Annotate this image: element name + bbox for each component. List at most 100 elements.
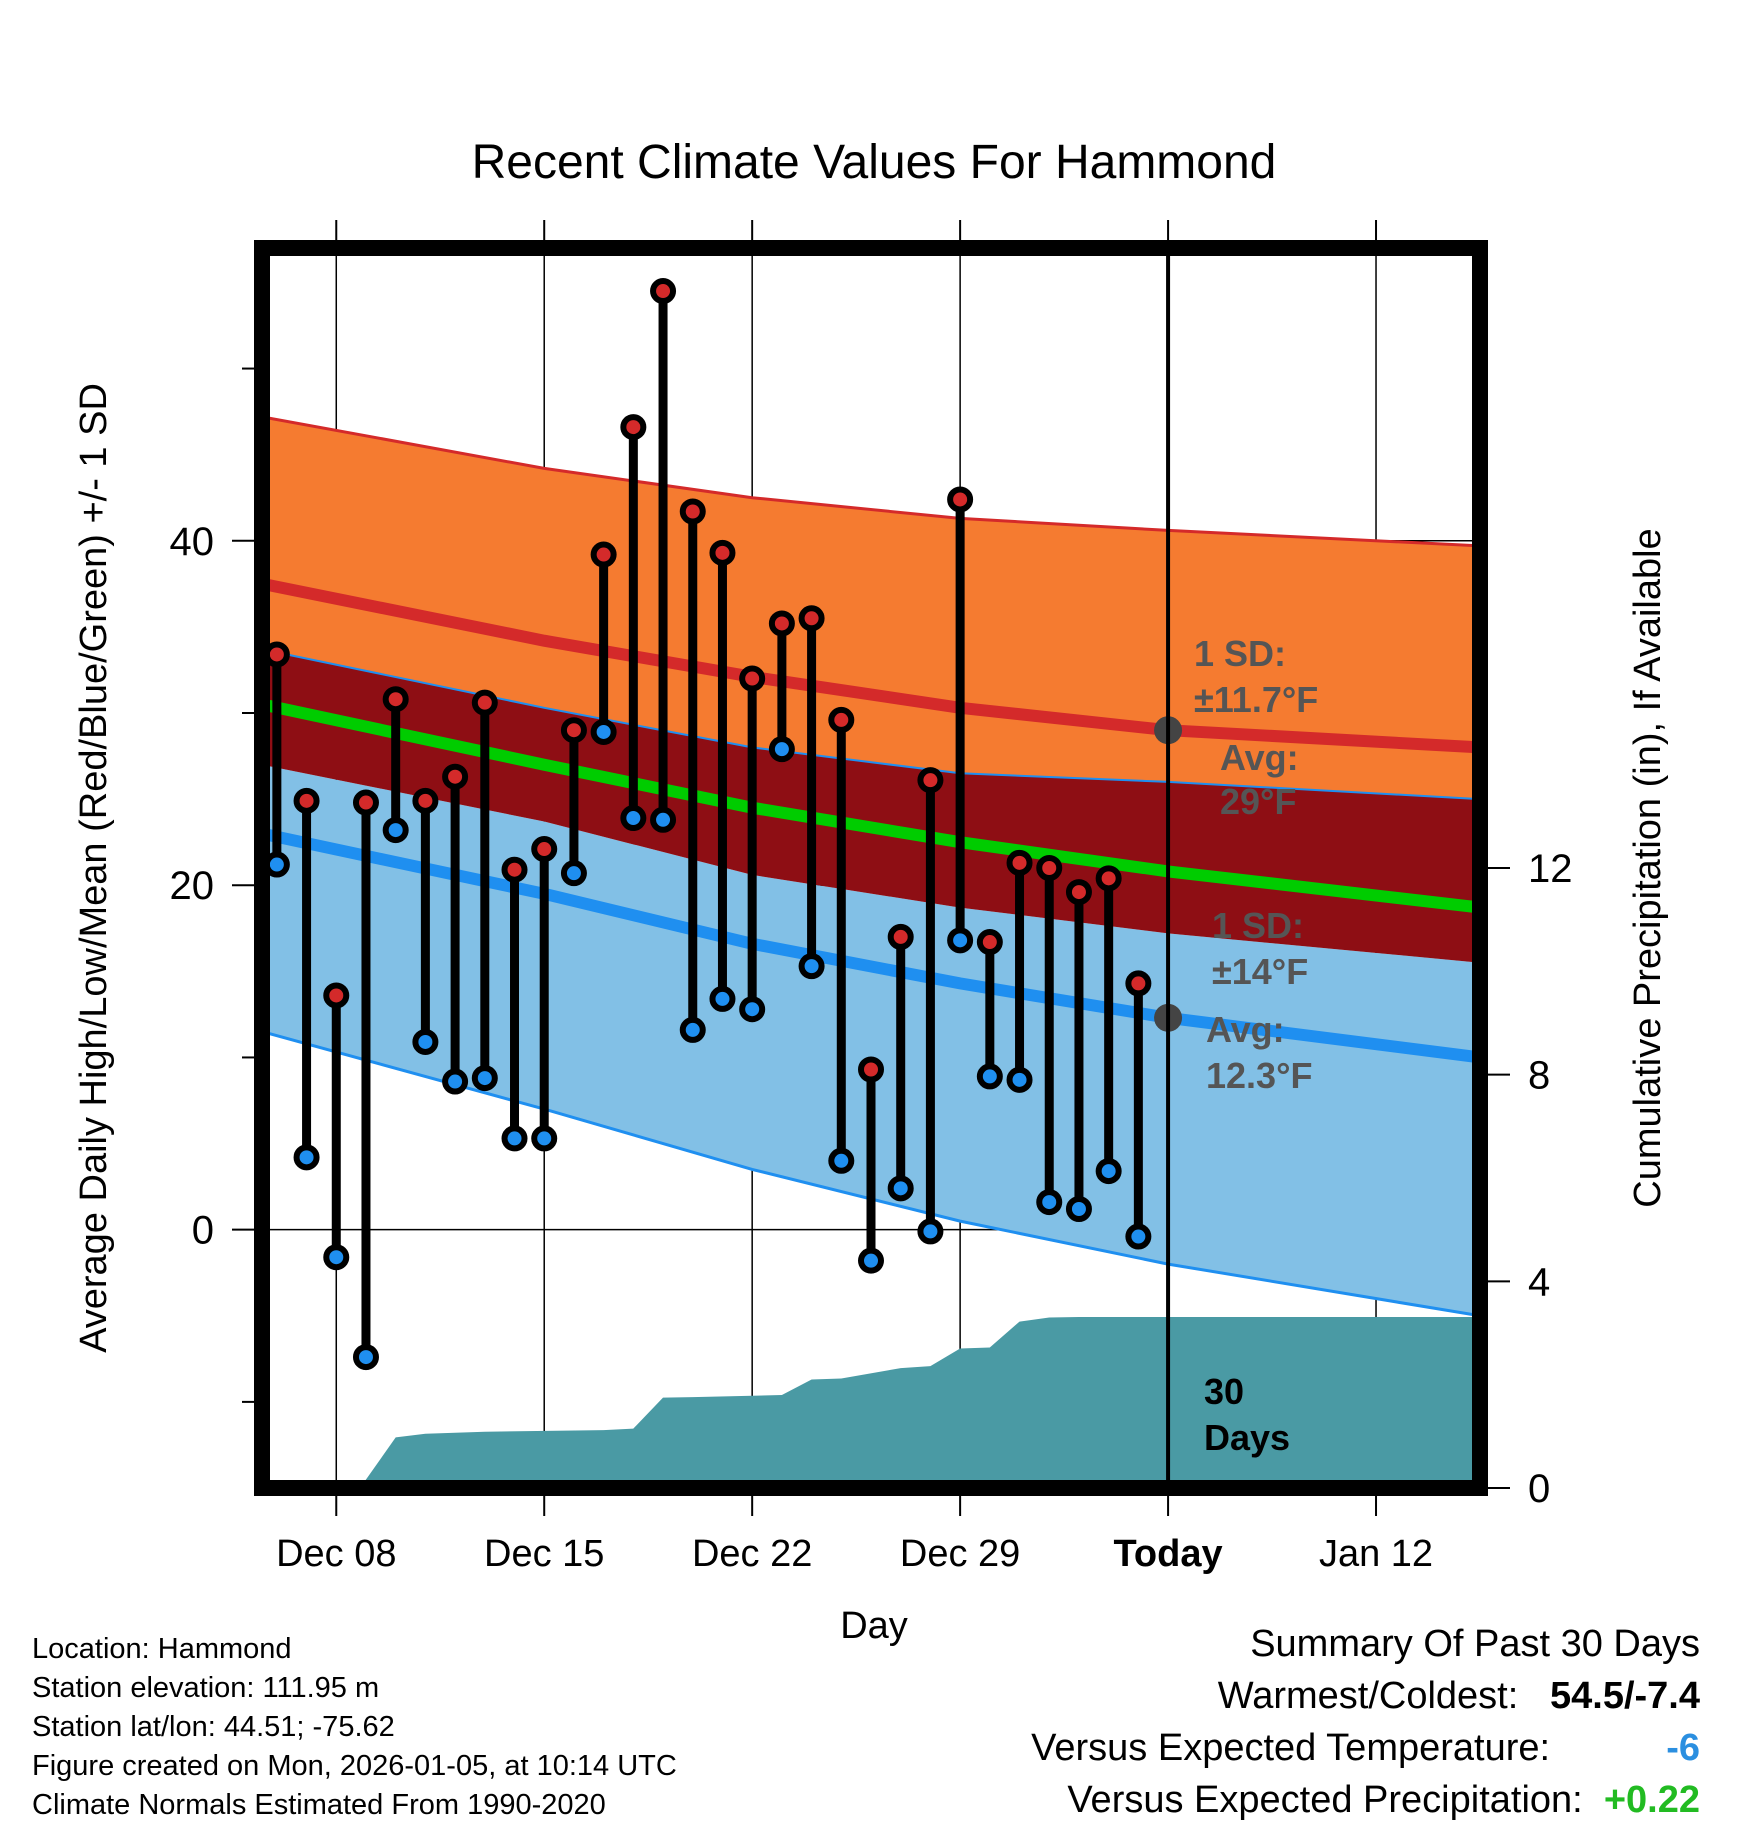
y2-tick-label: 12 [1528,847,1573,891]
low-marker [798,953,825,980]
plot-frame [254,240,1488,1496]
y-tick-label: 0 [192,1209,214,1253]
x-tick-label: Dec 15 [484,1533,604,1575]
low-marker [590,718,617,745]
low-marker [976,1063,1003,1090]
y-axis-label: Average Daily High/Low/Mean (Red/Blue/Gr… [73,383,115,1353]
low-marker [620,805,647,832]
high-marker [382,686,409,713]
low-marker [293,1144,320,1171]
low-marker [858,1247,884,1274]
axes: Dec 08 Dec 15 Dec 22 Dec 29 Today Jan 1202040… [170,220,1573,1575]
x-tick-label: Today [1114,1533,1223,1575]
summary-temp: Versus Expected Temperature: -6 [1031,1727,1700,1770]
annotation-low-line: 12.3°F [1206,1055,1312,1096]
high-marker [650,278,677,305]
high-marker [471,689,498,716]
high-marker [739,665,766,692]
y-tick-label: 20 [170,864,215,908]
chart-title: Recent Climate Values For Hammond [472,136,1277,189]
annotation-low-line: 1 SD: [1212,905,1304,946]
annotation-high-line: Avg: [1220,737,1299,778]
mean-normal-line [262,698,1480,914]
low-normal-line [262,827,1480,1064]
annotation-high-line: 1 SD: [1194,633,1286,674]
high-marker [1095,865,1122,892]
high-marker [560,717,587,744]
high-marker [1006,849,1033,876]
low-marker [828,1147,855,1174]
high-marker [768,610,795,637]
high-marker [709,539,736,566]
low-marker [442,1068,469,1095]
info-location: Location: Hammond [32,1633,292,1665]
high-marker [858,1056,884,1083]
annotation-low-line: Avg: [1206,1009,1285,1050]
x-tick-label: Dec 22 [692,1533,812,1575]
precip-label: Versus Expected Precipitation: [1067,1779,1583,1821]
y2-tick-label: 4 [1528,1260,1550,1304]
low-marker [679,1016,706,1043]
temp-label: Versus Expected Temperature: [1031,1727,1551,1769]
high-upper-line [262,415,1480,548]
summary-precip: Versus Expected Precipitation: +0.22 [1067,1779,1700,1822]
low-marker [471,1065,498,1092]
low-lower-line [262,1030,1480,1318]
low-marker [1095,1158,1122,1185]
low-marker [531,1125,558,1152]
summary-title: Summary Of Past 30 Days [1250,1623,1700,1666]
low-marker [1065,1196,1092,1222]
y2-tick-label: 8 [1528,1054,1550,1098]
high-marker [887,923,914,950]
annotation-days-line: 30 [1204,1371,1244,1412]
low-marker [1006,1066,1033,1093]
low-marker [382,817,409,844]
x-axis-label: Day [840,1605,908,1647]
annotation-days-line: Days [1204,1417,1290,1458]
low-marker [323,1244,350,1271]
high-marker [1125,970,1152,997]
annotation-high-line: ±11.7°F [1194,679,1318,720]
high-marker [352,789,379,816]
x-tick-label: Dec 08 [276,1533,396,1575]
low-marker [501,1125,528,1152]
low-marker [917,1218,944,1245]
high-marker [917,767,944,794]
annotation-high-line: 29°F [1220,781,1296,822]
low-marker [768,736,795,763]
summary-warm-cold: Warmest/Coldest: 54.5/-7.4 [1218,1675,1700,1718]
high-marker [590,541,617,568]
low-marker [1125,1223,1152,1250]
x-tick-label: Dec 29 [900,1533,1020,1575]
high-marker [620,414,647,441]
high-marker [976,929,1003,956]
high-marker [442,763,469,790]
high-marker [501,856,528,883]
precip-value: +0.22 [1603,1779,1700,1821]
low-marker [739,996,766,1023]
info-elevation: Station elevation: 111.95 m [32,1672,380,1704]
y-tick-label: 40 [170,520,215,564]
info-created: Figure created on Mon, 2026-01-05, at 10… [32,1750,677,1782]
y2-axis-label: Cumulative Precipitation (in), If Availa… [1627,528,1669,1207]
daily-marks [263,278,1152,1371]
low-marker [1036,1189,1063,1216]
low-marker [412,1028,439,1055]
low-marker [650,806,677,833]
precip-fill [262,1317,1480,1488]
low-marker [352,1344,379,1371]
temp-value: -6 [1666,1727,1700,1769]
low-marker [560,860,587,887]
high-marker [531,836,558,863]
info-latlon: Station lat/lon: 44.51; -75.62 [32,1711,395,1743]
summary-title-text: Summary Of Past 30 Days [1250,1623,1700,1665]
high-marker [323,982,350,1009]
annotation-low-line: ±14°F [1212,951,1308,992]
high-marker [1065,879,1092,906]
high-marker [798,605,825,632]
info-normals: Climate Normals Estimated From 1990-2020 [32,1789,606,1821]
low-marker [709,985,736,1012]
precip-area [262,1317,1480,1488]
